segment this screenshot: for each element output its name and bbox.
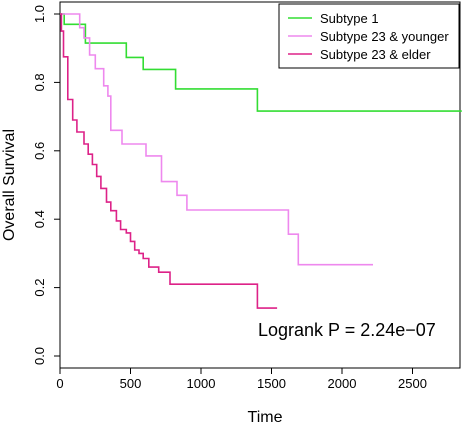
x-tick-label: 2500	[398, 376, 427, 391]
y-tick-label: 0.0	[32, 347, 47, 365]
plot-border	[59, 1, 461, 369]
x-tick-label: 2000	[328, 376, 357, 391]
x-tick-label: 1500	[257, 376, 286, 391]
y-tick-label: 0.8	[32, 73, 47, 91]
x-tick-label: 1000	[187, 376, 216, 391]
legend-label-subtype-23-elder: Subtype 23 & elder	[320, 47, 431, 62]
logrank-annotation: Logrank P = 2.24e−07	[258, 320, 436, 340]
legend: Subtype 1 Subtype 23 & younger Subtype 23 …	[278, 3, 460, 69]
series-line-subtype-23-younger	[60, 13, 373, 266]
series-line-subtype-1	[60, 13, 462, 112]
y-tick-label: 0.6	[32, 142, 47, 160]
plot-frame	[59, 1, 461, 369]
survival-curves	[60, 13, 462, 309]
x-tick-label: 0	[56, 376, 63, 391]
legend-label-subtype-23-younger: Subtype 23 & younger	[320, 29, 449, 44]
x-axis-title: Time	[248, 409, 283, 426]
y-axis-title: Overall Survival	[1, 129, 18, 241]
y-axis: 0.0 0.2 0.4 0.6 0.8 1.0	[32, 5, 60, 365]
legend-label-subtype-1: Subtype 1	[320, 11, 379, 26]
y-tick-label: 0.4	[32, 210, 47, 228]
x-axis: 0 500 1000 1500 2000 2500	[56, 368, 427, 391]
series-line-subtype-23-elder	[60, 13, 278, 309]
y-tick-label: 1.0	[32, 5, 47, 23]
x-tick-label: 500	[120, 376, 142, 391]
y-tick-label: 0.2	[32, 279, 47, 297]
